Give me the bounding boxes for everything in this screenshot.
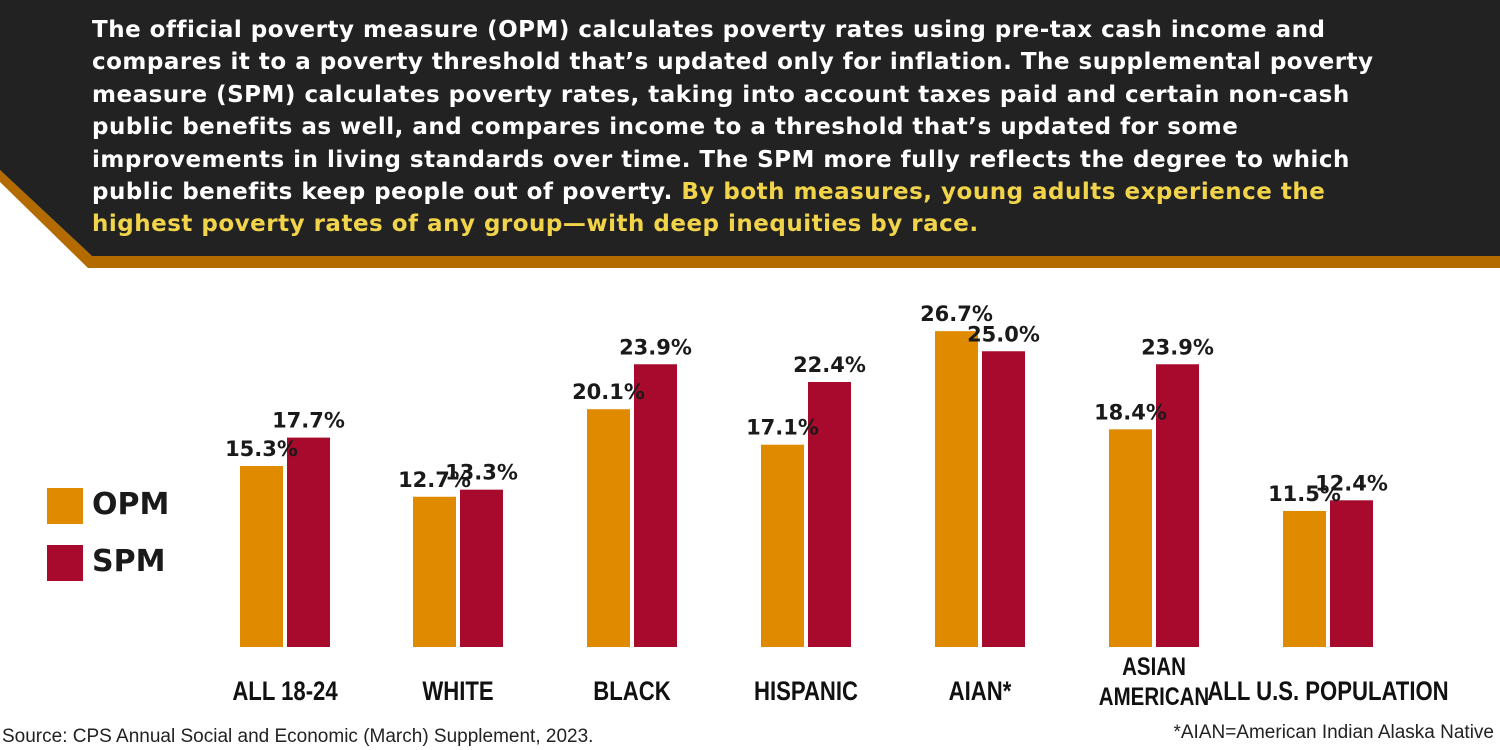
value-label-opm-aian: 26.7% (920, 302, 993, 326)
value-label-spm-aian: 25.0% (967, 322, 1040, 346)
value-label-opm-all-18-24: 15.3% (225, 437, 298, 461)
category-label-all-u-s-population: ALL U.S. POPULATION (1207, 677, 1448, 707)
category-label-hispanic: HISPANIC (754, 677, 858, 707)
aian-footnote: *AIAN=American Indian Alaska Native (1173, 722, 1494, 743)
header-highlight-text: By both measures, young adults experienc… (92, 179, 1326, 238)
value-label-opm-hispanic: 17.1% (746, 416, 819, 440)
bar-spm-all-u-s-population (1330, 500, 1373, 647)
value-label-opm-all-u-s-population: 11.5% (1268, 482, 1341, 506)
category-label-line: ASIAN (1122, 652, 1186, 680)
header-description: The official poverty measure (OPM) calcu… (92, 14, 1422, 241)
header-accent-stripe (0, 170, 1500, 268)
bar-opm-all-u-s-population (1283, 510, 1326, 647)
value-label-spm-hispanic: 22.4% (793, 353, 866, 377)
value-label-opm-asian-american: 18.4% (1094, 400, 1167, 424)
bar-spm-black (634, 364, 677, 647)
bar-marks (240, 331, 1373, 647)
value-label-spm-all-18-24: 17.7% (272, 409, 345, 433)
bar-spm-all-18-24 (287, 437, 330, 647)
category-label-asian-american: ASIAN AMERICAN (1099, 652, 1209, 710)
header-background (0, 0, 1500, 256)
bar-opm-aian (935, 331, 978, 647)
bar-spm-white (460, 489, 503, 647)
category-labels: ALL 18-24 WHITE BLACK HISPANIC AIAN* ASIAN AME… (232, 652, 1448, 710)
value-label-spm-black: 23.9% (619, 335, 692, 359)
value-label-spm-all-u-s-population: 12.4% (1315, 471, 1388, 495)
legend-label-opm: OPM (92, 487, 170, 522)
header-banner (0, 0, 1500, 268)
category-label-all-18-24: ALL 18-24 (232, 677, 338, 707)
category-label-aian: AIAN* (949, 677, 1012, 707)
bar-spm-hispanic (808, 382, 851, 647)
legend-swatch-opm (47, 488, 83, 524)
bar-opm-black (587, 409, 630, 647)
legend-swatch-spm (47, 545, 83, 581)
value-label-spm-white: 13.3% (445, 461, 518, 485)
category-label-line: AMERICAN (1099, 682, 1209, 710)
poverty-rate-bar-chart: 15.3% 17.7% 12.7%13.3% 20.1% 23.9% 17.1% 22.4%… (225, 302, 1449, 710)
bar-opm-hispanic (761, 444, 804, 647)
source-note: Source: CPS Annual Social and Economic (… (2, 726, 594, 747)
value-label-opm-black: 20.1% (572, 380, 645, 404)
bar-opm-asian-american (1109, 429, 1152, 647)
value-label-spm-asian-american: 23.9% (1141, 335, 1214, 359)
value-labels: 15.3% 17.7% 12.7%13.3% 20.1% 23.9% 17.1% 22.4%… (225, 302, 1388, 506)
bar-opm-all-18-24 (240, 466, 283, 647)
header-body-text: The official poverty measure (OPM) calcu… (92, 17, 1374, 206)
category-label-white: WHITE (422, 677, 493, 707)
bar-spm-aian (982, 351, 1025, 647)
bar-opm-white (413, 496, 456, 647)
legend-label-spm: SPM (92, 544, 166, 579)
category-label-black: BLACK (593, 677, 671, 707)
bar-spm-asian-american (1156, 364, 1199, 647)
value-label-opm-white: 12.7% (398, 468, 471, 492)
